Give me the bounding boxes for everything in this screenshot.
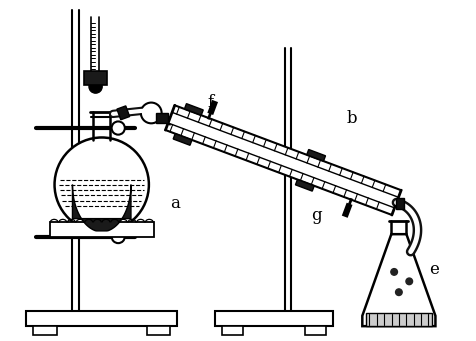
Text: f: f xyxy=(208,94,214,111)
Polygon shape xyxy=(306,149,325,161)
Polygon shape xyxy=(165,105,400,215)
Polygon shape xyxy=(184,104,203,115)
Bar xyxy=(50,222,153,237)
Text: g: g xyxy=(311,207,322,224)
Bar xyxy=(304,326,325,335)
Text: a: a xyxy=(170,195,179,212)
Circle shape xyxy=(111,230,125,243)
Bar xyxy=(221,326,243,335)
Bar xyxy=(365,313,431,326)
Bar xyxy=(215,311,332,326)
Polygon shape xyxy=(362,234,435,326)
Circle shape xyxy=(54,137,149,232)
Text: b: b xyxy=(346,110,357,127)
Circle shape xyxy=(89,80,102,93)
Circle shape xyxy=(405,278,412,285)
Polygon shape xyxy=(295,179,314,191)
Bar xyxy=(84,72,107,85)
Bar xyxy=(156,113,168,123)
Circle shape xyxy=(111,121,125,135)
Bar xyxy=(33,326,57,335)
Polygon shape xyxy=(173,134,191,145)
Circle shape xyxy=(390,269,397,275)
Bar xyxy=(26,311,177,326)
Bar xyxy=(146,326,170,335)
Circle shape xyxy=(140,103,161,123)
Text: e: e xyxy=(428,261,438,278)
Polygon shape xyxy=(72,184,131,231)
Circle shape xyxy=(395,289,401,296)
Bar xyxy=(117,106,129,120)
Bar xyxy=(395,198,404,209)
